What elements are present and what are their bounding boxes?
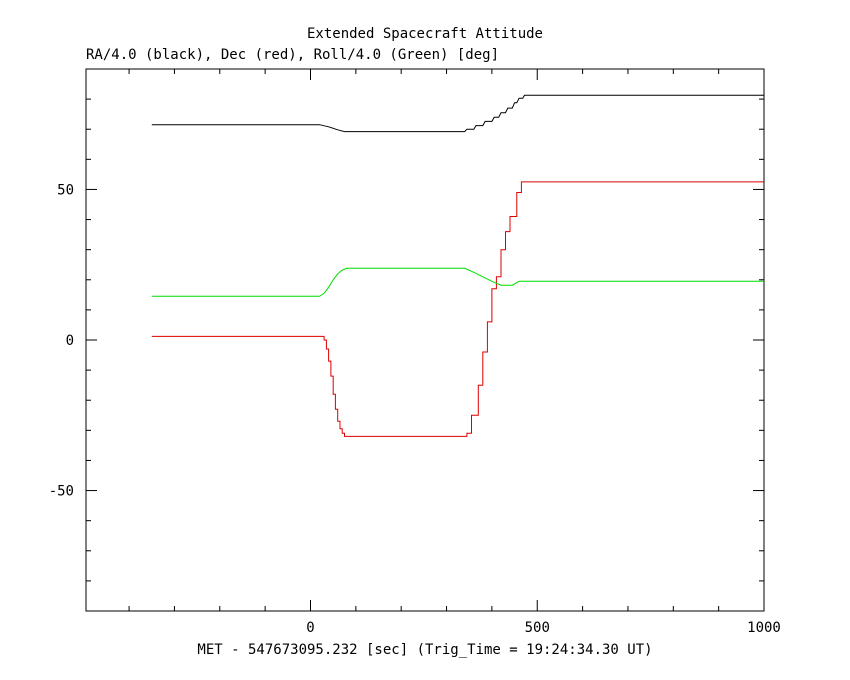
plot-frame xyxy=(85,68,765,612)
axis-ticks xyxy=(86,68,765,612)
series-roll-line xyxy=(151,267,764,297)
axis-tick-labels: 0 500 1000 -50 0 50 xyxy=(49,182,781,636)
y-tick-label: -50 xyxy=(49,484,74,500)
x-axis-label: MET - 547673095.232 [sec] (Trig_Time = 1… xyxy=(197,642,652,658)
x-tick-label: 1000 xyxy=(747,620,781,636)
y-tick-label: 50 xyxy=(57,182,74,198)
chart-subtitle: RA/4.0 (black), Dec (red), Roll/4.0 (Gre… xyxy=(86,47,499,63)
series-dec-line xyxy=(151,181,764,437)
y-tick-label: 0 xyxy=(66,333,74,349)
series-lines xyxy=(151,94,764,437)
chart-title: Extended Spacecraft Attitude xyxy=(307,26,543,42)
x-tick-label: 0 xyxy=(306,620,314,636)
x-tick-label: 500 xyxy=(525,620,550,636)
series-ra-line xyxy=(151,94,764,133)
